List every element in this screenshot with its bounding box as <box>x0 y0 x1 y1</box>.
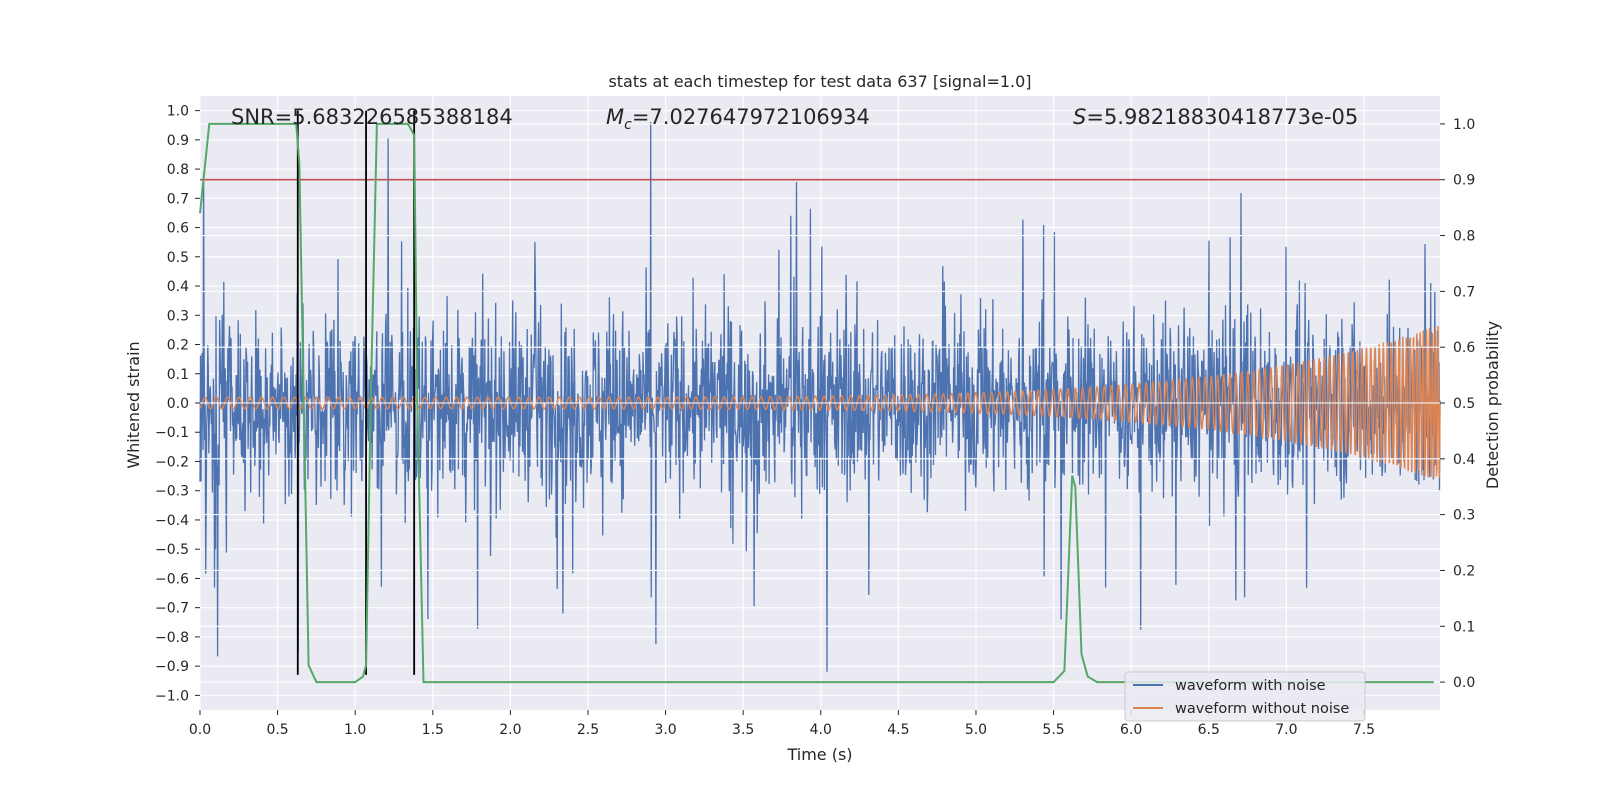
y2-tick-label: 0.2 <box>1453 563 1475 579</box>
chirp-mass-subscript: c <box>624 117 632 133</box>
y-tick-label: 0.1 <box>167 367 189 383</box>
s-value: =5.98218830418773e-05 <box>1086 105 1358 129</box>
x-tick-label: 5.5 <box>1042 722 1064 738</box>
y-tick-label: −0.6 <box>155 571 189 587</box>
x-tick-label: 1.5 <box>422 722 444 738</box>
clean-waveform-line <box>199 325 1441 479</box>
y2-tick-label: 0.4 <box>1453 452 1475 468</box>
y2-tick-label: 0.5 <box>1453 396 1475 412</box>
series-detection-probability <box>199 122 1434 684</box>
y-tick-label: 0.6 <box>167 221 189 237</box>
y2-tick-label: 1.0 <box>1453 117 1475 133</box>
x-axis-label: Time (s) <box>786 745 852 764</box>
series-waveform-with-noise <box>199 121 1441 672</box>
y-tick-label: −0.8 <box>155 630 189 646</box>
x-tick-label: 6.0 <box>1120 722 1142 738</box>
y-tick-label: 0.9 <box>167 133 189 149</box>
y2-tick-label: 0.6 <box>1453 340 1475 356</box>
snr-annotation: SNR=5.683226585388184 <box>231 105 513 129</box>
y2-tick-label: 0.7 <box>1453 284 1475 300</box>
x-tick-label: 0.0 <box>189 722 211 738</box>
legend: waveform with noise waveform without noi… <box>1124 671 1366 722</box>
x-axis: 0.0 0.5 1.0 1.5 2.0 2.5 3.0 3.5 4.0 4.5 5.0 5.5 6.0 6… <box>189 710 1375 738</box>
y-tick-label: 0.3 <box>167 308 189 324</box>
x-tick-label: 7.0 <box>1275 722 1297 738</box>
x-tick-label: 2.5 <box>577 722 599 738</box>
y-tick-label: −0.4 <box>155 513 189 529</box>
y2-tick-label: 0.8 <box>1453 229 1475 245</box>
legend-box <box>1124 671 1366 722</box>
x-tick-label: 4.0 <box>810 722 832 738</box>
y-tick-label: 0.5 <box>167 250 189 266</box>
x-tick-label: 2.0 <box>499 722 521 738</box>
y2-tick-label: 0.9 <box>1453 173 1475 189</box>
x-tick-label: 3.5 <box>732 722 754 738</box>
y-tick-label: −0.7 <box>155 601 189 617</box>
y-tick-label: −0.5 <box>155 542 189 558</box>
y2-axis-label: Detection probability <box>1483 321 1502 489</box>
series-waveform-without-noise <box>199 325 1441 479</box>
x-tick-label: 0.5 <box>266 722 288 738</box>
s-annotation: S=5.98218830418773e-05 <box>1073 105 1358 129</box>
y-tick-label: 0.8 <box>167 162 189 178</box>
y-tick-label: 0.0 <box>167 396 189 412</box>
legend-label-noisy: waveform with noise <box>1175 678 1326 694</box>
y-tick-label: −0.2 <box>155 454 189 470</box>
detection-probability-line <box>199 122 1434 684</box>
x-tick-label: 5.0 <box>965 722 987 738</box>
y-tick-label: 0.4 <box>167 279 189 295</box>
x-tick-label: 7.5 <box>1353 722 1375 738</box>
y-axis-right: 1.0 0.9 0.8 0.7 0.6 0.5 0.4 0.3 0.2 0.1 0.0 <box>1440 117 1475 691</box>
x-tick-label: 6.5 <box>1198 722 1220 738</box>
y2-tick-label: 0.1 <box>1453 619 1475 635</box>
y-tick-label: 1.0 <box>167 104 189 120</box>
y2-tick-label: 0.3 <box>1453 508 1475 524</box>
snr-label: SNR <box>231 105 275 129</box>
chirp-mass-value: =7.027647972106934 <box>632 105 870 129</box>
chirp-mass-annotation: Mc=7.027647972106934 <box>606 105 870 133</box>
y-tick-label: 0.7 <box>167 191 189 207</box>
chart-title: stats at each timestep for test data 637… <box>608 72 1031 91</box>
noisy-waveform-line <box>199 121 1441 672</box>
y-axis-label: Whitened strain <box>124 341 143 468</box>
x-tick-label: 3.0 <box>654 722 676 738</box>
s-symbol: S <box>1073 105 1086 129</box>
y-tick-label: −1.0 <box>155 688 189 704</box>
x-tick-label: 1.0 <box>344 722 366 738</box>
snr-value: =5.683226585388184 <box>275 105 513 129</box>
y2-tick-label: 0.0 <box>1453 675 1475 691</box>
y-tick-label: −0.1 <box>155 425 189 441</box>
y-tick-label: 0.2 <box>167 338 189 354</box>
detection-grid <box>200 123 1440 683</box>
x-tick-label: 4.5 <box>887 722 909 738</box>
y-tick-label: −0.9 <box>155 659 189 675</box>
y-axis-left: 1.0 0.9 0.8 0.7 0.6 0.5 0.4 0.3 0.2 0.1 0.0 −0.1 −0.… <box>155 104 200 704</box>
chirp-mass-symbol: M <box>606 105 624 129</box>
y-tick-label: −0.3 <box>155 484 189 500</box>
legend-label-clean: waveform without noise <box>1175 701 1349 717</box>
